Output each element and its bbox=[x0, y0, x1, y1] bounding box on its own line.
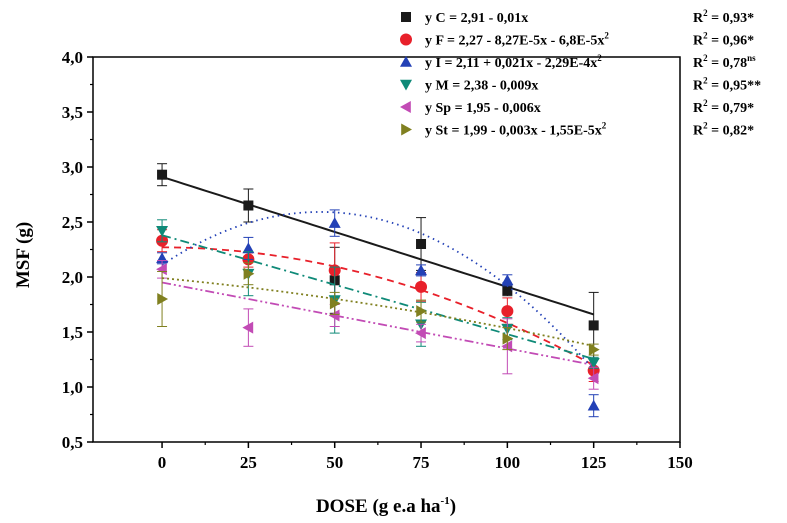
x-axis-title-main: DOSE (g e.a ha bbox=[316, 496, 441, 517]
data-point-m bbox=[587, 358, 600, 369]
data-point-st bbox=[416, 305, 428, 318]
legend-r2-f: R2 = 0,96* bbox=[693, 31, 754, 49]
x-tick-label: 50 bbox=[326, 453, 343, 472]
data-point-c bbox=[157, 169, 168, 180]
data-point-i bbox=[415, 264, 428, 276]
data-point-sp bbox=[587, 372, 599, 385]
series-sp bbox=[156, 260, 599, 390]
legend-equation-i: y I = 2,11 + 0,021x - 2,29E-4x2 bbox=[425, 53, 602, 71]
legend-equation-st: y St = 1,99 - 0,003x - 1,55E-5x2 bbox=[425, 121, 607, 139]
x-tick-label: 100 bbox=[495, 453, 521, 472]
data-point-st bbox=[502, 332, 514, 345]
legend-r2-i: R2 = 0,78ns bbox=[693, 53, 756, 71]
legend-item-st: y St = 1,99 - 0,003x - 1,55E-5x2 R2 = 0,8… bbox=[401, 121, 754, 139]
y-tick-label: 0,5 bbox=[62, 433, 83, 452]
legend-marker-st bbox=[401, 123, 412, 136]
legend-r2-c: R2 = 0,93* bbox=[693, 8, 754, 26]
x-axis-title-tail: ) bbox=[450, 496, 456, 517]
legend: y C = 2,91 - 0,01x R2 = 0,93* y F = 2,27 -… bbox=[400, 8, 761, 139]
data-point-f bbox=[415, 280, 428, 293]
fit-line-f bbox=[162, 246, 595, 367]
x-tick-label: 150 bbox=[667, 453, 693, 472]
legend-r2-m: R2 = 0,95** bbox=[693, 76, 761, 94]
fit-line-sp bbox=[161, 281, 594, 366]
data-point-sp bbox=[242, 321, 254, 334]
data-point-c bbox=[243, 200, 254, 211]
legend-r2-st: R2 = 0,82* bbox=[693, 121, 754, 139]
data-point-c bbox=[502, 285, 513, 296]
legend-r2-sp: R2 = 0,79* bbox=[693, 98, 754, 116]
legend-item-c: y C = 2,91 - 0,01x R2 = 0,93* bbox=[401, 8, 754, 26]
series-i bbox=[156, 209, 600, 418]
legend-marker-sp bbox=[400, 101, 411, 113]
x-tick-label: 25 bbox=[240, 453, 257, 472]
fit-line-m bbox=[161, 234, 594, 360]
legend-equation-f: y F = 2,27 - 8,27E-5x - 6,8E-5x2 bbox=[425, 31, 609, 49]
data-point-c bbox=[416, 239, 427, 249]
data-point-i bbox=[242, 242, 255, 254]
fit-line-st bbox=[161, 277, 594, 347]
y-tick-label: 1,0 bbox=[62, 378, 83, 397]
data-point-sp bbox=[156, 263, 167, 276]
axes: 0 25 50 75 100 125 150 0,5 1,0 1,5 2,0 2,5 3,0 3,5 4,0 bbox=[62, 48, 693, 472]
fit-line-i bbox=[161, 211, 595, 371]
legend-equation-m: y M = 2,38 - 0,009x bbox=[425, 79, 538, 94]
legend-equation-sp: y Sp = 1,95 - 0,006x bbox=[425, 101, 541, 116]
legend-item-m: y M = 2,38 - 0,009x R2 = 0,95** bbox=[400, 76, 761, 94]
data-point-sp bbox=[328, 309, 340, 322]
x-tick-label: 75 bbox=[413, 453, 430, 472]
x-tick-label: 125 bbox=[581, 453, 607, 472]
series-st bbox=[157, 262, 600, 356]
y-tick-label: 1,5 bbox=[62, 323, 83, 342]
data-point-c bbox=[588, 320, 599, 331]
y-tick-label: 3,0 bbox=[62, 158, 83, 177]
data-point-st bbox=[157, 293, 169, 305]
plot-area bbox=[156, 163, 600, 418]
x-axis-title: DOSE (g e.a ha-1) bbox=[316, 495, 456, 517]
data-point-m bbox=[156, 226, 169, 237]
series-c bbox=[157, 163, 599, 359]
y-axis-title: MSF (g) bbox=[13, 222, 34, 288]
legend-equation-c: y C = 2,91 - 0,01x bbox=[425, 11, 528, 26]
y-tick-label: 3,5 bbox=[62, 103, 83, 122]
x-tick-label: 0 bbox=[158, 453, 167, 472]
legend-item-f: y F = 2,27 - 8,27E-5x - 6,8E-5x2 R2 = 0,9… bbox=[400, 31, 754, 49]
data-point-st bbox=[329, 297, 341, 310]
data-point-f bbox=[501, 305, 514, 318]
x-axis-title-sup: -1 bbox=[441, 495, 450, 507]
y-tick-label: 2,5 bbox=[62, 213, 83, 232]
data-point-st bbox=[588, 343, 600, 356]
legend-item-i: y I = 2,11 + 0,021x - 2,29E-4x2 R2 = 0,78… bbox=[400, 53, 756, 71]
y-tick-label: 4,0 bbox=[62, 48, 83, 67]
legend-marker-c bbox=[401, 12, 411, 22]
data-point-i bbox=[587, 399, 600, 411]
data-point-i bbox=[501, 274, 514, 286]
legend-marker-m bbox=[400, 79, 412, 91]
legend-item-sp: y Sp = 1,95 - 0,006x R2 = 0,79* bbox=[400, 98, 754, 116]
plot-frame bbox=[92, 56, 681, 443]
fit-line-c bbox=[161, 175, 594, 316]
y-tick-label: 2,0 bbox=[62, 268, 83, 287]
data-point-i bbox=[328, 217, 341, 228]
data-point-sp bbox=[415, 327, 426, 340]
legend-marker-f bbox=[400, 33, 412, 46]
legend-marker-i bbox=[400, 56, 412, 67]
data-point-st bbox=[243, 267, 255, 280]
